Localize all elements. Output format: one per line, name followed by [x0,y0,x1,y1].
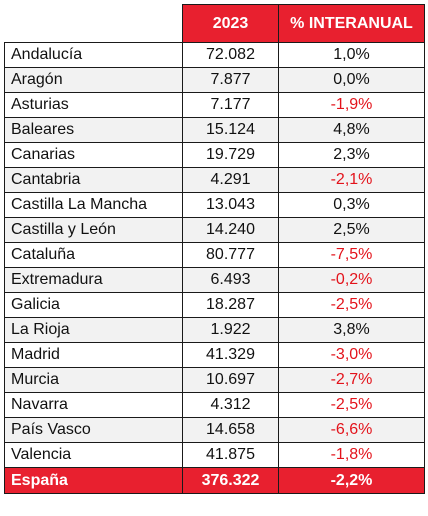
table-row: Andalucía 72.082 1,0% [4,42,425,68]
table-row: Madrid 41.329 -3,0% [4,342,425,368]
region-change: -7,5% [278,242,425,268]
table-row: Aragón 7.877 0,0% [4,67,425,93]
region-name: Cataluña [4,242,183,268]
table-row: Navarra 4.312 -2,5% [4,392,425,418]
region-name: Cantabria [4,167,183,193]
region-value: 80.777 [182,242,279,268]
region-value: 4.312 [182,392,279,418]
region-value: 10.697 [182,367,279,393]
region-value: 41.875 [182,442,279,468]
region-change: -2,7% [278,367,425,393]
table-row: Asturias 7.177 -1,9% [4,92,425,118]
region-value: 7.177 [182,92,279,118]
header-row: 2023 % INTERANUAL [4,4,425,43]
region-change: 3,8% [278,317,425,343]
region-change: -1,8% [278,442,425,468]
region-name: Murcia [4,367,183,393]
table-row: Castilla La Mancha 13.043 0,3% [4,192,425,218]
header-year: 2023 [182,4,279,43]
region-value: 4.291 [182,167,279,193]
total-row: España 376.322 -2,2% [4,467,425,494]
region-name: Castilla y León [4,217,183,243]
table-body: Andalucía 72.082 1,0% Aragón 7.877 0,0% Astu… [4,42,425,468]
region-value: 1.922 [182,317,279,343]
total-change: -2,2% [278,467,425,494]
table-row: Valencia 41.875 -1,8% [4,442,425,468]
region-value: 14.658 [182,417,279,443]
region-name: Andalucía [4,42,183,68]
header-change: % INTERANUAL [278,4,425,43]
region-name: Navarra [4,392,183,418]
region-name: Madrid [4,342,183,368]
region-value: 72.082 [182,42,279,68]
region-change: 4,8% [278,117,425,143]
region-name: Aragón [4,67,183,93]
region-change: -1,9% [278,92,425,118]
region-change: 0,0% [278,67,425,93]
table-row: Extremadura 6.493 -0,2% [4,267,425,293]
region-change: -3,0% [278,342,425,368]
table-row: Castilla y León 14.240 2,5% [4,217,425,243]
region-value: 13.043 [182,192,279,218]
region-name: Galicia [4,292,183,318]
table-row: Cantabria 4.291 -2,1% [4,167,425,193]
region-name: Extremadura [4,267,183,293]
table-row: Baleares 15.124 4,8% [4,117,425,143]
table-row: Canarias 19.729 2,3% [4,142,425,168]
region-name: Valencia [4,442,183,468]
table-row: Cataluña 80.777 -7,5% [4,242,425,268]
region-change: -2,5% [278,292,425,318]
regional-data-table: 2023 % INTERANUAL Andalucía 72.082 1,0% Ar… [4,4,425,494]
region-change: 0,3% [278,192,425,218]
region-change: 2,3% [278,142,425,168]
region-change: -2,5% [278,392,425,418]
region-change: -0,2% [278,267,425,293]
total-value: 376.322 [182,467,279,494]
table-header: 2023 % INTERANUAL [4,4,425,43]
data-table-container: 2023 % INTERANUAL Andalucía 72.082 1,0% Ar… [4,4,425,512]
region-value: 19.729 [182,142,279,168]
region-value: 18.287 [182,292,279,318]
table-row: La Rioja 1.922 3,8% [4,317,425,343]
region-change: 1,0% [278,42,425,68]
region-change: 2,5% [278,217,425,243]
region-value: 14.240 [182,217,279,243]
region-change: -2,1% [278,167,425,193]
table-row: Galicia 18.287 -2,5% [4,292,425,318]
region-value: 7.877 [182,67,279,93]
region-value: 6.493 [182,267,279,293]
header-corner-cell [4,4,183,43]
total-region-name: España [4,467,183,494]
region-name: La Rioja [4,317,183,343]
table-footer: España 376.322 -2,2% [4,467,425,494]
region-value: 15.124 [182,117,279,143]
region-change: -6,6% [278,417,425,443]
table-row: País Vasco 14.658 -6,6% [4,417,425,443]
region-name: Castilla La Mancha [4,192,183,218]
region-value: 41.329 [182,342,279,368]
region-name: País Vasco [4,417,183,443]
region-name: Asturias [4,92,183,118]
table-row: Murcia 10.697 -2,7% [4,367,425,393]
region-name: Canarias [4,142,183,168]
region-name: Baleares [4,117,183,143]
